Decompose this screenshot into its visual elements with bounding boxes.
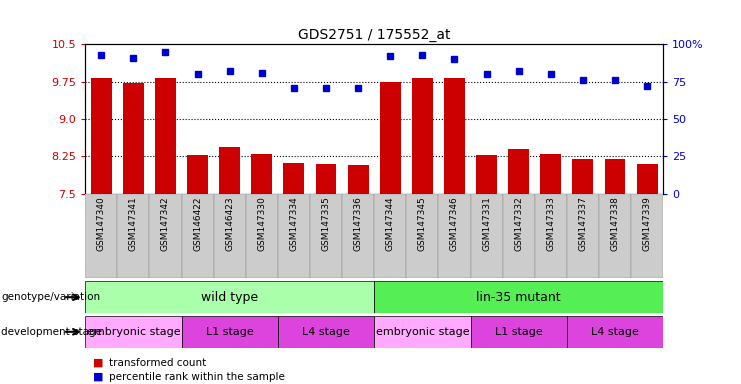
Bar xyxy=(412,78,433,194)
Text: GSM147346: GSM147346 xyxy=(450,197,459,251)
Bar xyxy=(117,194,150,278)
Bar xyxy=(246,194,278,278)
Bar xyxy=(85,316,182,348)
Bar xyxy=(91,78,112,194)
Bar xyxy=(284,163,305,194)
Bar xyxy=(187,155,208,194)
Text: transformed count: transformed count xyxy=(109,358,206,368)
Text: GSM147335: GSM147335 xyxy=(322,197,330,252)
Bar xyxy=(439,194,471,278)
Bar xyxy=(316,164,336,194)
Bar xyxy=(567,194,599,278)
Text: lin-35 mutant: lin-35 mutant xyxy=(476,291,561,304)
Text: percentile rank within the sample: percentile rank within the sample xyxy=(109,372,285,382)
Text: embryonic stage: embryonic stage xyxy=(376,327,469,337)
Text: development stage: development stage xyxy=(1,327,102,337)
Bar xyxy=(502,194,535,278)
Text: GSM147336: GSM147336 xyxy=(353,197,362,252)
Bar xyxy=(85,194,117,278)
Bar xyxy=(444,78,465,194)
Text: embryonic stage: embryonic stage xyxy=(87,327,180,337)
Text: GSM147330: GSM147330 xyxy=(257,197,266,252)
Bar xyxy=(150,194,182,278)
Bar xyxy=(406,194,439,278)
Bar xyxy=(508,149,529,194)
Bar xyxy=(374,316,471,348)
Bar xyxy=(535,194,567,278)
Title: GDS2751 / 175552_at: GDS2751 / 175552_at xyxy=(298,28,451,42)
Text: ■: ■ xyxy=(93,358,103,368)
Bar xyxy=(599,194,631,278)
Bar xyxy=(540,154,561,194)
Bar xyxy=(155,78,176,194)
Bar xyxy=(182,316,278,348)
Text: GSM147345: GSM147345 xyxy=(418,197,427,251)
Bar xyxy=(251,154,272,194)
Bar xyxy=(278,316,374,348)
Bar xyxy=(631,194,663,278)
Bar xyxy=(213,194,246,278)
Text: L1 stage: L1 stage xyxy=(206,327,253,337)
Text: GSM146422: GSM146422 xyxy=(193,197,202,251)
Bar xyxy=(85,281,374,313)
Text: GSM147338: GSM147338 xyxy=(611,197,619,252)
Text: ■: ■ xyxy=(93,372,103,382)
Text: GSM147332: GSM147332 xyxy=(514,197,523,251)
Bar xyxy=(471,194,502,278)
Text: GSM147340: GSM147340 xyxy=(97,197,106,251)
Text: GSM147339: GSM147339 xyxy=(642,197,651,252)
Bar xyxy=(123,83,144,194)
Bar xyxy=(567,316,663,348)
Text: GSM146423: GSM146423 xyxy=(225,197,234,251)
Text: GSM147333: GSM147333 xyxy=(546,197,555,252)
Bar xyxy=(278,194,310,278)
Text: GSM147334: GSM147334 xyxy=(290,197,299,251)
Bar xyxy=(342,194,374,278)
Bar xyxy=(605,159,625,194)
Bar xyxy=(380,81,401,194)
Bar xyxy=(310,194,342,278)
Bar xyxy=(374,281,663,313)
Text: L4 stage: L4 stage xyxy=(591,327,639,337)
Bar xyxy=(348,166,368,194)
Bar xyxy=(573,159,594,194)
Text: L4 stage: L4 stage xyxy=(302,327,350,337)
Bar xyxy=(374,194,406,278)
Text: GSM147331: GSM147331 xyxy=(482,197,491,252)
Text: GSM147337: GSM147337 xyxy=(579,197,588,252)
Text: genotype/variation: genotype/variation xyxy=(1,292,101,302)
Text: wild type: wild type xyxy=(201,291,259,304)
Bar xyxy=(637,164,657,194)
Bar xyxy=(476,155,497,194)
Text: GSM147344: GSM147344 xyxy=(386,197,395,251)
Bar xyxy=(182,194,213,278)
Text: L1 stage: L1 stage xyxy=(495,327,542,337)
Bar xyxy=(219,147,240,194)
Text: GSM147341: GSM147341 xyxy=(129,197,138,251)
Bar xyxy=(471,316,567,348)
Text: GSM147342: GSM147342 xyxy=(161,197,170,251)
